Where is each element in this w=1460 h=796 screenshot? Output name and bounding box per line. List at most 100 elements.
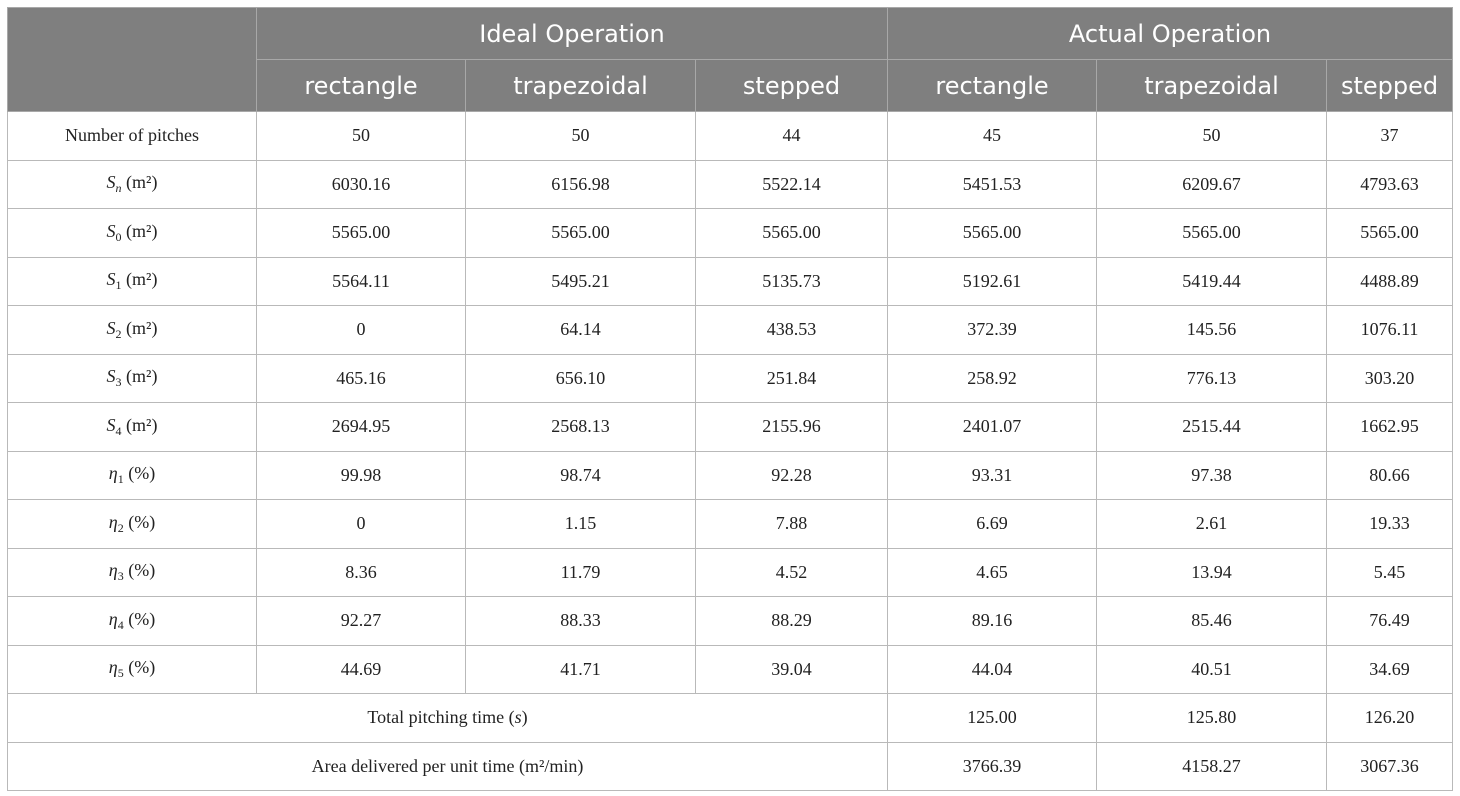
row-symbol-subscript: n bbox=[115, 181, 122, 196]
table-cell: 2694.95 bbox=[256, 402, 466, 452]
table-cell: 4.52 bbox=[694, 547, 889, 597]
row-symbol-subscript: 2 bbox=[117, 520, 124, 535]
table-cell: 5.45 bbox=[1326, 547, 1454, 597]
summary-cell: 126.20 bbox=[1326, 693, 1454, 743]
row-label: S1 (m²) bbox=[7, 256, 257, 306]
row-unit: (%) bbox=[128, 608, 156, 629]
row-label: η3 (%) bbox=[7, 547, 257, 597]
table-cell: 5565.00 bbox=[1326, 208, 1454, 258]
row-symbol-subscript: 0 bbox=[115, 229, 122, 244]
table-cell: 6209.67 bbox=[1096, 159, 1328, 209]
table-cell: 45 bbox=[887, 111, 1098, 161]
row-symbol: S bbox=[106, 172, 116, 193]
row-label: S2 (m²) bbox=[7, 305, 257, 355]
table-cell: 2401.07 bbox=[887, 402, 1098, 452]
table-cell: 5522.14 bbox=[694, 159, 889, 209]
header-group-actual: Actual Operation bbox=[887, 7, 1454, 60]
table-cell: 4488.89 bbox=[1326, 256, 1454, 306]
table-cell: 2515.44 bbox=[1096, 402, 1328, 452]
table-cell: 2155.96 bbox=[694, 402, 889, 452]
summary-cell: 3067.36 bbox=[1326, 741, 1454, 791]
table-cell: 5565.00 bbox=[694, 208, 889, 258]
column-header: stepped bbox=[694, 59, 889, 112]
table-row: η2 (%) 0 1.15 7.88 6.69 2.61 19.33 bbox=[7, 499, 1454, 549]
table-cell: 776.13 bbox=[1096, 353, 1328, 403]
summary-label-suffix: ) bbox=[521, 707, 528, 728]
summary-label-variable: s bbox=[514, 707, 522, 728]
table-cell: 8.36 bbox=[256, 547, 466, 597]
table-cell: 5419.44 bbox=[1096, 256, 1328, 306]
column-header: stepped bbox=[1326, 59, 1454, 112]
row-unit: (m²) bbox=[126, 317, 158, 338]
summary-cell: 4158.27 bbox=[1096, 741, 1328, 791]
table-cell: 99.98 bbox=[256, 450, 466, 500]
row-unit: (%) bbox=[128, 463, 156, 484]
row-symbol-subscript: 1 bbox=[117, 472, 124, 487]
row-label: η1 (%) bbox=[7, 450, 257, 500]
table-cell: 2568.13 bbox=[465, 402, 696, 452]
table-cell: 2.61 bbox=[1096, 499, 1328, 549]
row-symbol-subscript: 1 bbox=[115, 278, 122, 293]
table-cell: 5565.00 bbox=[465, 208, 696, 258]
table-cell: 44.04 bbox=[887, 644, 1098, 694]
table-row: η4 (%) 92.27 88.33 88.29 89.16 85.46 76.49 bbox=[7, 596, 1454, 646]
row-label: S3 (m²) bbox=[7, 353, 257, 403]
table-cell: 50 bbox=[465, 111, 696, 161]
table-cell: 0 bbox=[256, 499, 466, 549]
table-cell: 438.53 bbox=[694, 305, 889, 355]
table-cell: 1.15 bbox=[465, 499, 696, 549]
row-unit: (%) bbox=[128, 657, 156, 678]
table-cell: 19.33 bbox=[1326, 499, 1454, 549]
row-label: S4 (m²) bbox=[7, 402, 257, 452]
table-row: S1 (m²) 5564.11 5495.21 5135.73 5192.61 5419.… bbox=[7, 256, 1454, 306]
row-unit: (m²) bbox=[126, 366, 158, 387]
table-cell: 1076.11 bbox=[1326, 305, 1454, 355]
header-corner-cell bbox=[7, 7, 257, 112]
table-cell: 372.39 bbox=[887, 305, 1098, 355]
row-label: S0 (m²) bbox=[7, 208, 257, 258]
column-header: rectangle bbox=[256, 59, 466, 112]
row-label: η2 (%) bbox=[7, 499, 257, 549]
row-symbol-subscript: 3 bbox=[115, 375, 122, 390]
table-cell: 92.28 bbox=[694, 450, 889, 500]
row-symbol: S bbox=[106, 220, 116, 241]
column-header: trapezoidal bbox=[1096, 59, 1328, 112]
table-body: Number of pitches 50 50 44 45 50 37 Sn (m²) 6030… bbox=[6, 111, 1454, 791]
table-cell: 4.65 bbox=[887, 547, 1098, 597]
row-label: η5 (%) bbox=[7, 644, 257, 694]
table-cell: 5565.00 bbox=[887, 208, 1098, 258]
row-symbol: S bbox=[106, 414, 116, 435]
table-cell: 145.56 bbox=[1096, 305, 1328, 355]
table-cell: 1662.95 bbox=[1326, 402, 1454, 452]
table-cell: 7.88 bbox=[694, 499, 889, 549]
row-symbol: η bbox=[108, 463, 118, 484]
table-row: S0 (m²) 5565.00 5565.00 5565.00 5565.00 5565.… bbox=[7, 208, 1454, 258]
table-row: η5 (%) 44.69 41.71 39.04 44.04 40.51 34.69 bbox=[7, 644, 1454, 694]
table-cell: 50 bbox=[256, 111, 466, 161]
table-cell: 656.10 bbox=[465, 353, 696, 403]
row-symbol: S bbox=[106, 269, 116, 290]
table-row: η3 (%) 8.36 11.79 4.52 4.65 13.94 5.45 bbox=[7, 547, 1454, 597]
table-cell: 5565.00 bbox=[1096, 208, 1328, 258]
table-row: S2 (m²) 0 64.14 438.53 372.39 145.56 1076.11 bbox=[7, 305, 1454, 355]
table-cell: 5564.11 bbox=[256, 256, 466, 306]
row-unit: (m²) bbox=[126, 220, 158, 241]
table-cell: 40.51 bbox=[1096, 644, 1328, 694]
table-cell: 465.16 bbox=[256, 353, 466, 403]
row-label: Sn (m²) bbox=[7, 159, 257, 209]
summary-row: Area delivered per unit time (m²/min) 376… bbox=[6, 741, 1454, 791]
summary-row: Total pitching time (s) 125.00 125.80 126.2… bbox=[6, 693, 1454, 743]
summary-label-text: Total pitching time ( bbox=[367, 707, 515, 728]
summary-cell: 125.00 bbox=[887, 693, 1098, 743]
row-label: η4 (%) bbox=[7, 596, 257, 646]
table-cell: 89.16 bbox=[887, 596, 1098, 646]
table-cell: 39.04 bbox=[694, 644, 889, 694]
table-cell: 13.94 bbox=[1096, 547, 1328, 597]
summary-label-text: Area delivered per unit time (m²/min) bbox=[311, 755, 584, 776]
results-table: Ideal Operation Actual Operation rectang… bbox=[6, 7, 1454, 791]
column-header: trapezoidal bbox=[465, 59, 696, 112]
header-group-ideal: Ideal Operation bbox=[255, 7, 889, 60]
row-symbol-subscript: 5 bbox=[117, 666, 124, 681]
table-cell: 85.46 bbox=[1096, 596, 1328, 646]
row-symbol: S bbox=[106, 366, 116, 387]
